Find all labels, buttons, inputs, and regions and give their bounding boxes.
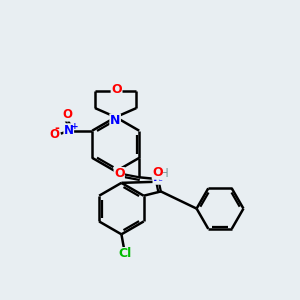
Text: O: O: [152, 167, 163, 179]
Text: H: H: [160, 167, 169, 180]
Text: O: O: [114, 167, 124, 180]
Text: -: -: [54, 122, 59, 135]
Text: Cl: Cl: [118, 247, 131, 260]
Text: N: N: [110, 114, 120, 127]
Text: O: O: [111, 83, 122, 97]
Text: N: N: [64, 124, 74, 136]
Text: +: +: [71, 122, 78, 130]
Text: N: N: [153, 171, 163, 184]
Text: O: O: [62, 108, 72, 121]
Text: O: O: [49, 128, 59, 141]
